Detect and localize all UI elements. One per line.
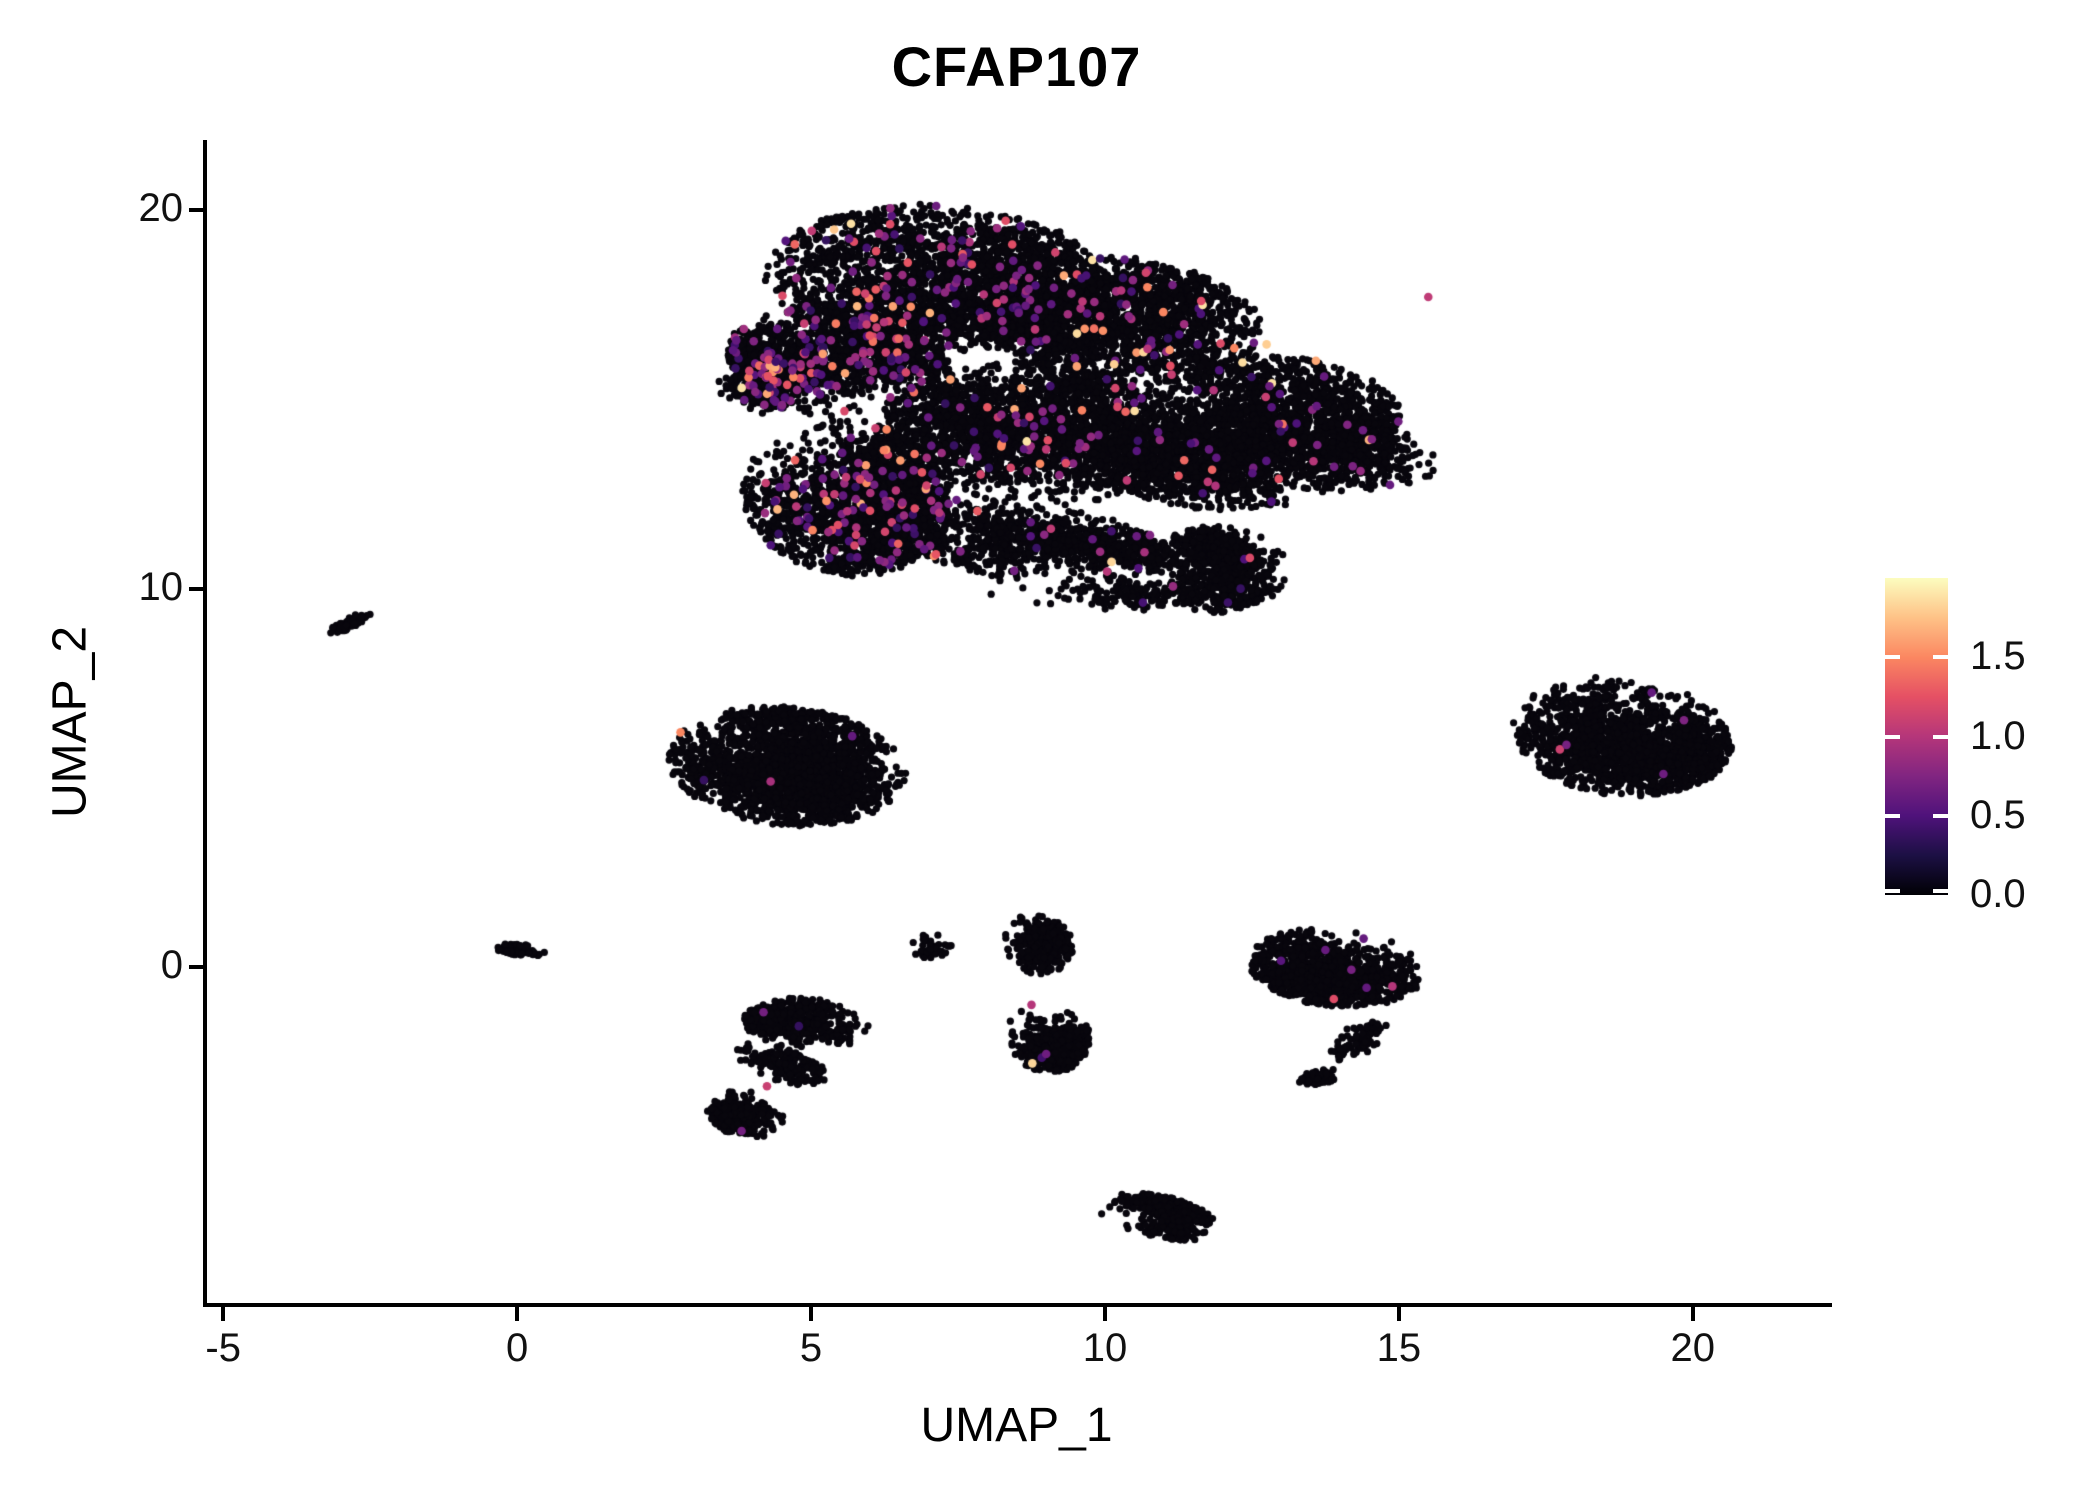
x-tick-label: 20	[1670, 1326, 1716, 1370]
y-tick-mark	[189, 208, 203, 213]
colorbar-tick-label: 0.5	[1970, 792, 2026, 837]
x-tick-label: 15	[1376, 1326, 1422, 1370]
colorbar-tick-mark	[1933, 889, 1948, 893]
colorbar-tick-mark	[1885, 813, 1900, 818]
x-axis-line	[203, 1303, 1832, 1307]
colorbar-tick-mark	[1885, 655, 1900, 660]
colorbar-tick-label: 1.5	[1970, 634, 2026, 679]
x-tick-label: -5	[205, 1326, 241, 1370]
y-axis-title: UMAP_2	[43, 625, 97, 819]
y-tick-label: 20	[138, 186, 184, 231]
x-tick-label: 5	[799, 1326, 823, 1370]
y-tick-mark	[189, 965, 203, 969]
x-tick-mark	[1396, 1307, 1401, 1321]
x-tick-label: 10	[1082, 1326, 1128, 1370]
y-tick-label: 0	[160, 943, 183, 987]
plot-title: CFAP107	[891, 35, 1142, 98]
x-tick-mark	[809, 1307, 814, 1321]
x-tick-mark	[1690, 1307, 1695, 1321]
colorbar-tick-mark	[1933, 813, 1948, 818]
x-tick-mark	[1102, 1307, 1107, 1321]
colorbar-tick-mark	[1933, 734, 1948, 739]
y-tick-mark	[189, 586, 203, 591]
colorbar-tick-label: 1.0	[1970, 713, 2026, 758]
colorbar-tick-mark	[1933, 655, 1948, 660]
x-tick-mark	[515, 1307, 520, 1321]
x-tick-label: 0	[506, 1326, 529, 1370]
colorbar-tick-mark	[1885, 889, 1900, 893]
x-axis-title: UMAP_1	[920, 1399, 1113, 1452]
x-tick-mark	[221, 1307, 226, 1321]
colorbar-tick-label: 0.0	[1970, 872, 2026, 916]
colorbar-tick-mark	[1885, 734, 1900, 739]
y-axis-line	[203, 140, 207, 1307]
y-tick-label: 10	[138, 564, 184, 609]
